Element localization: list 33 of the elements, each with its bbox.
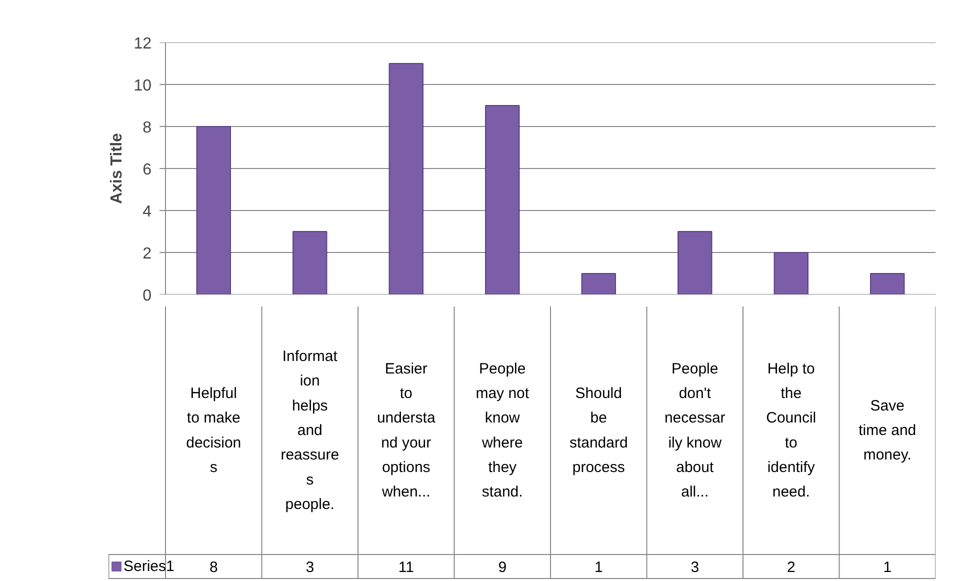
- bar: [678, 231, 712, 294]
- data-label: 3: [306, 559, 314, 576]
- data-label: 8: [209, 559, 218, 576]
- legend-label: Series1: [124, 558, 174, 575]
- x-tick-label: Easier to understand your options when...: [376, 360, 436, 501]
- data-label: 3: [690, 559, 700, 576]
- data-label: 1: [883, 559, 892, 576]
- bar: [485, 105, 520, 294]
- y-tick-label: 6: [142, 162, 152, 178]
- bar: [774, 252, 808, 294]
- y-tick-label: 0: [142, 288, 152, 304]
- x-tick-label: Information helps and reassures people.: [280, 348, 340, 513]
- y-axis-title: Axis Title: [108, 132, 126, 204]
- x-tick-label: Save time and money.: [858, 397, 916, 464]
- bar: [292, 231, 328, 294]
- y-tick-label: 12: [134, 36, 152, 52]
- bar: [196, 126, 231, 294]
- x-tick-label: Should be standard process: [569, 385, 628, 476]
- x-tick-label: People may not know where they stand.: [476, 360, 530, 501]
- data-label: 9: [498, 559, 507, 576]
- x-tick-label: Help to the Council to identify need.: [766, 360, 816, 501]
- bar: [388, 63, 424, 294]
- y-tick-label: 8: [142, 120, 152, 136]
- x-tick-label: People don't necessarily know about all...: [664, 360, 726, 501]
- data-label: 2: [786, 559, 796, 576]
- y-tick-label: 2: [142, 246, 152, 262]
- data-label: 11: [398, 559, 414, 576]
- y-tick-label: 10: [134, 78, 152, 94]
- bar: [870, 273, 905, 294]
- data-label: 1: [594, 559, 603, 576]
- bar: [581, 273, 616, 294]
- x-tick-label: Helpful to make decisions: [186, 385, 242, 476]
- y-tick-label: 4: [142, 204, 152, 220]
